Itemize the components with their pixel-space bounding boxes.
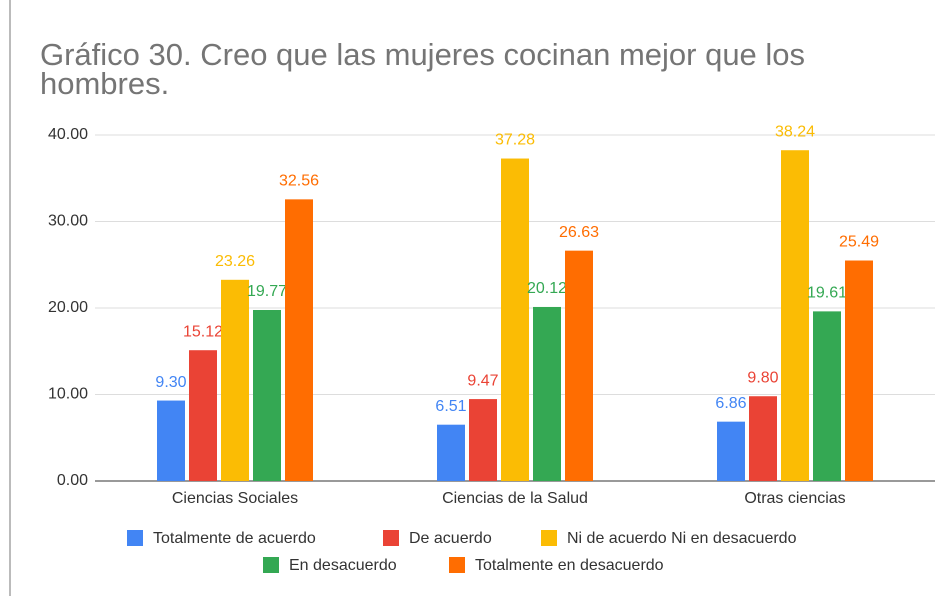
value-label: 19.77	[247, 283, 287, 300]
value-label: 38.24	[775, 123, 815, 140]
bar	[781, 150, 809, 481]
bar	[189, 350, 217, 481]
y-tick-label: 0.00	[57, 472, 88, 489]
y-tick-label: 40.00	[48, 126, 88, 143]
bar	[749, 396, 777, 481]
legend-label: De acuerdo	[409, 530, 492, 547]
legend-swatch	[263, 557, 279, 573]
legend-label: Totalmente de acuerdo	[153, 530, 316, 547]
legend-swatch	[383, 530, 399, 546]
value-label: 26.63	[559, 224, 599, 241]
legend-swatch	[449, 557, 465, 573]
value-label: 23.26	[215, 253, 255, 270]
value-label: 9.80	[747, 369, 778, 386]
bar	[437, 424, 465, 481]
value-label: 15.12	[183, 323, 223, 340]
legend-swatch	[541, 530, 557, 546]
x-tick-label: Ciencias de la Salud	[442, 490, 588, 507]
legend-label: Totalmente en desacuerdo	[475, 557, 664, 574]
bar	[501, 158, 529, 481]
value-label: 20.12	[527, 280, 567, 297]
y-tick-label: 30.00	[48, 213, 88, 230]
bar	[565, 250, 593, 481]
bar	[221, 279, 249, 481]
value-label: 25.49	[839, 234, 879, 251]
bar	[533, 306, 561, 481]
bar	[157, 400, 185, 481]
bar	[717, 421, 745, 481]
x-tick-label: Ciencias Sociales	[172, 490, 298, 507]
legend-label: En desacuerdo	[289, 557, 397, 574]
chart-title: Gráfico 30. Creo que las mujeres cocinan…	[40, 37, 806, 101]
value-label: 32.56	[279, 173, 319, 190]
value-label: 6.86	[715, 395, 746, 412]
value-label: 6.51	[435, 398, 466, 415]
y-tick-label: 20.00	[48, 299, 88, 316]
value-label: 37.28	[495, 132, 535, 149]
bar	[469, 399, 497, 481]
legend-swatch	[127, 530, 143, 546]
legend-label: Ni de acuerdo Ni en desacuerdo	[567, 530, 797, 547]
value-label: 9.47	[467, 372, 498, 389]
x-tick-label: Otras ciencias	[744, 490, 845, 507]
bar	[845, 260, 873, 481]
bar	[813, 311, 841, 481]
y-tick-label: 10.00	[48, 386, 88, 403]
bar	[285, 199, 313, 481]
value-label: 9.30	[155, 374, 186, 391]
value-label: 19.61	[807, 285, 847, 302]
bar	[253, 309, 281, 481]
